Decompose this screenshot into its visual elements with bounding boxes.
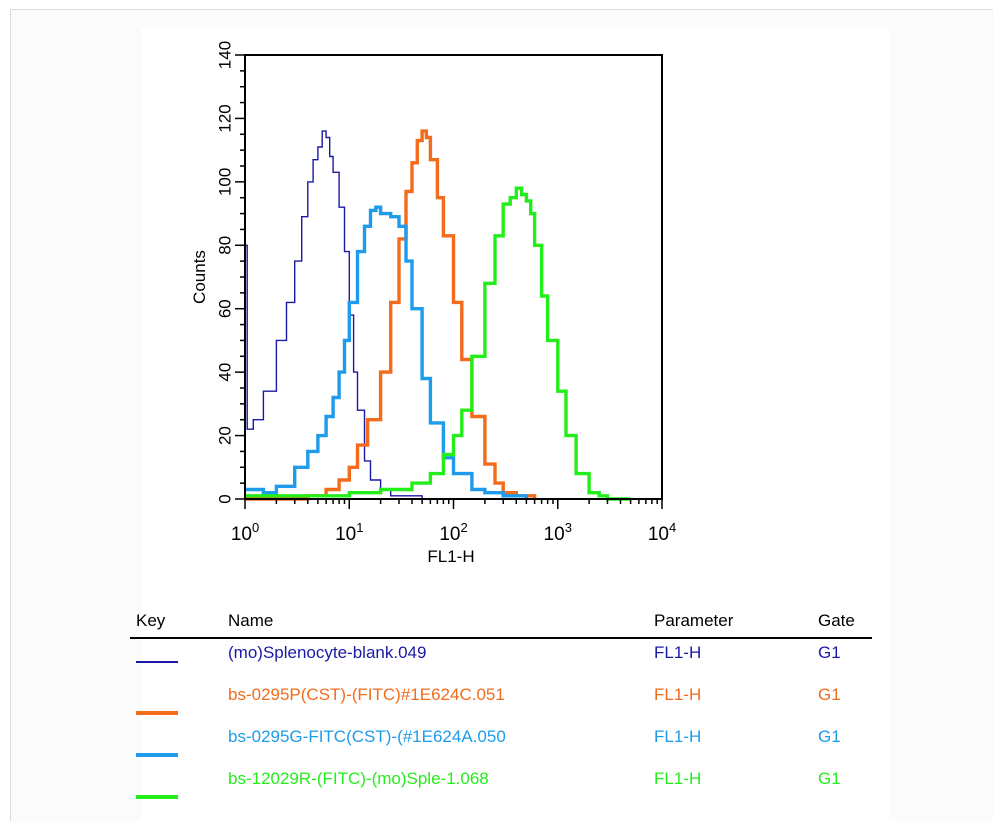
legend-table: Key Name Parameter Gate (mo)Splenocyte-b… bbox=[130, 605, 872, 807]
legend-header-name: Name bbox=[228, 611, 274, 630]
legend-row: bs-0295G-FITC(CST)-(#1E624A.050 FL1-H G1 bbox=[130, 723, 872, 765]
histogram-plot: 0 20 40 60 80 100 120 140 100 101 102 103 104 Count… bbox=[190, 41, 676, 566]
legend-header-parameter: Parameter bbox=[654, 611, 734, 630]
y-axis-label: Counts bbox=[190, 250, 209, 304]
legend-series-name: bs-12029R-(FITC)-(mo)Sple-1.068 bbox=[228, 769, 489, 788]
y-tick-label: 60 bbox=[215, 299, 234, 318]
legend-swatch bbox=[136, 795, 178, 799]
y-tick-label: 20 bbox=[215, 426, 234, 445]
legend-series-gate: G1 bbox=[818, 727, 841, 746]
legend-series-name: bs-0295P(CST)-(FITC)#1E624C.051 bbox=[228, 685, 505, 704]
legend-series-parameter: FL1-H bbox=[654, 643, 702, 662]
x-axis-label: FL1-H bbox=[427, 547, 474, 566]
legend-series-name: bs-0295G-FITC(CST)-(#1E624A.050 bbox=[228, 727, 506, 746]
y-tick-label: 100 bbox=[215, 168, 234, 196]
legend-series-parameter: FL1-H bbox=[654, 727, 702, 746]
legend-row: bs-0295P(CST)-(FITC)#1E624C.051 FL1-H G1 bbox=[130, 681, 872, 723]
x-tick-label: 104 bbox=[648, 520, 676, 545]
legend-header-key: Key bbox=[136, 611, 166, 630]
x-tick-label: 101 bbox=[335, 520, 363, 545]
x-axis: 100 101 102 103 104 bbox=[231, 499, 676, 545]
legend-swatch bbox=[136, 711, 178, 715]
image-frame bbox=[10, 9, 993, 831]
y-tick-label: 40 bbox=[215, 363, 234, 382]
legend-series-parameter: FL1-H bbox=[654, 685, 702, 704]
legend-series-parameter: FL1-H bbox=[654, 769, 702, 788]
series-line-2 bbox=[245, 129, 537, 501]
x-tick-label: 103 bbox=[544, 520, 572, 545]
series-layer bbox=[245, 129, 631, 501]
y-tick-label: 120 bbox=[215, 104, 234, 132]
series-line-1 bbox=[245, 130, 431, 500]
legend-swatch bbox=[136, 661, 178, 663]
series-line-4 bbox=[245, 186, 631, 501]
series-line-3 bbox=[245, 205, 529, 499]
y-axis: 0 20 40 60 80 100 120 140 bbox=[215, 41, 245, 504]
x-tick-label: 102 bbox=[439, 520, 467, 545]
legend-swatch bbox=[136, 753, 178, 757]
legend-header: Key Name Parameter Gate bbox=[130, 605, 872, 639]
legend-series-name: (mo)Splenocyte-blank.049 bbox=[228, 643, 427, 662]
legend-rows: (mo)Splenocyte-blank.049 FL1-H G1 bs-029… bbox=[130, 639, 872, 807]
legend-series-gate: G1 bbox=[818, 685, 841, 704]
legend-header-gate: Gate bbox=[818, 611, 855, 630]
legend-row: (mo)Splenocyte-blank.049 FL1-H G1 bbox=[130, 639, 872, 681]
y-tick-label: 80 bbox=[215, 236, 234, 255]
legend-series-gate: G1 bbox=[818, 769, 841, 788]
legend-row: bs-12029R-(FITC)-(mo)Sple-1.068 FL1-H G1 bbox=[130, 765, 872, 807]
figure-card bbox=[141, 28, 889, 831]
x-tick-label: 100 bbox=[231, 520, 259, 545]
legend-series-gate: G1 bbox=[818, 643, 841, 662]
y-tick-label: 0 bbox=[215, 494, 234, 503]
y-tick-label: 140 bbox=[215, 41, 234, 69]
